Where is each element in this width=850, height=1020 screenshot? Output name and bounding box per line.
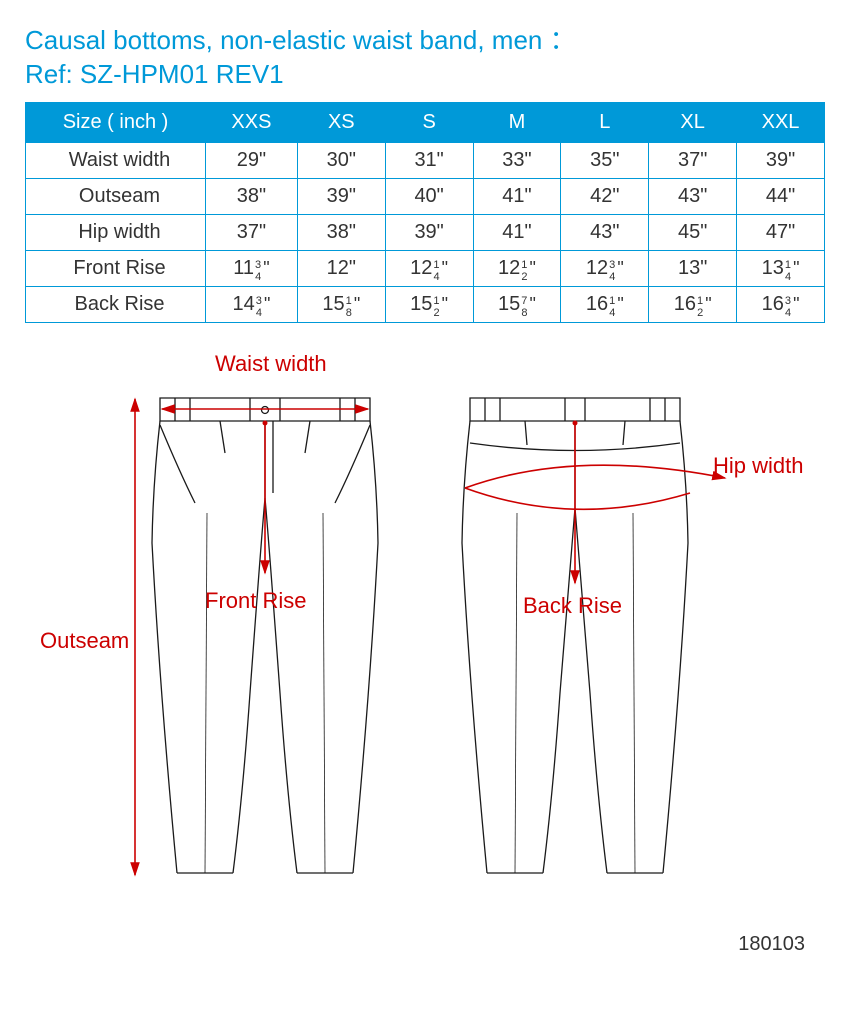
label-outseam: Outseam: [40, 628, 129, 654]
row-label: Waist width: [26, 143, 206, 179]
cell: 1518": [297, 287, 385, 323]
cell: 42": [561, 179, 649, 215]
label-back-rise: Back Rise: [523, 593, 622, 619]
cell: 13": [649, 251, 737, 287]
cell: 40": [385, 179, 473, 215]
cell: 1134": [206, 251, 298, 287]
cell: 41": [473, 215, 561, 251]
cell: 39": [297, 179, 385, 215]
table-row: Front Rise1134"12"1214"1212"1234"13"1314…: [26, 251, 825, 287]
cell: 38": [206, 179, 298, 215]
cell: 38": [297, 215, 385, 251]
cell: 1212": [473, 251, 561, 287]
cell: 1214": [385, 251, 473, 287]
table-row: Back Rise1434"1518"1512"1578"1614"1612"1…: [26, 287, 825, 323]
cell: 41": [473, 179, 561, 215]
label-front-rise: Front Rise: [205, 588, 306, 614]
pants-svg: [25, 343, 825, 923]
cell: 31": [385, 143, 473, 179]
cell: 1612": [649, 287, 737, 323]
cell: 1314": [737, 251, 825, 287]
cell: 29": [206, 143, 298, 179]
cell: 30": [297, 143, 385, 179]
table-row: Hip width37"38"39"41"43"45"47": [26, 215, 825, 251]
cell: 1512": [385, 287, 473, 323]
cell: 1578": [473, 287, 561, 323]
header-size: M: [473, 103, 561, 143]
table-row: Outseam38"39"40"41"42"43"44": [26, 179, 825, 215]
header-size: XXL: [737, 103, 825, 143]
row-label: Outseam: [26, 179, 206, 215]
label-waist-width: Waist width: [215, 351, 327, 377]
header-size-label: Size ( inch ): [26, 103, 206, 143]
cell: 43": [649, 179, 737, 215]
cell: 1234": [561, 251, 649, 287]
label-hip-width: Hip width: [713, 453, 803, 479]
header-size: XS: [297, 103, 385, 143]
cell: 44": [737, 179, 825, 215]
table-header-row: Size ( inch ) XXS XS S M L XL XXL: [26, 103, 825, 143]
header-size: XL: [649, 103, 737, 143]
cell: 43": [561, 215, 649, 251]
header-size: XXS: [206, 103, 298, 143]
title-line-1: Causal bottoms, non-elastic waist band, …: [25, 20, 825, 57]
cell: 33": [473, 143, 561, 179]
cell: 1614": [561, 287, 649, 323]
cell: 37": [206, 215, 298, 251]
cell: 45": [649, 215, 737, 251]
cell: 35": [561, 143, 649, 179]
title-line-2: Ref: SZ-HPM01 REV1: [25, 59, 825, 90]
row-label: Back Rise: [26, 287, 206, 323]
cell: 47": [737, 215, 825, 251]
footer-code: 180103: [25, 933, 825, 956]
header-size: L: [561, 103, 649, 143]
pants-diagram: Waist width Outseam Front Rise Back Rise…: [25, 343, 825, 923]
cell: 39": [385, 215, 473, 251]
cell: 1634": [737, 287, 825, 323]
row-label: Front Rise: [26, 251, 206, 287]
row-label: Hip width: [26, 215, 206, 251]
cell: 39": [737, 143, 825, 179]
size-chart-table: Size ( inch ) XXS XS S M L XL XXL Waist …: [25, 102, 825, 323]
header-size: S: [385, 103, 473, 143]
cell: 37": [649, 143, 737, 179]
cell: 1434": [206, 287, 298, 323]
table-row: Waist width29"30"31"33"35"37"39": [26, 143, 825, 179]
cell: 12": [297, 251, 385, 287]
